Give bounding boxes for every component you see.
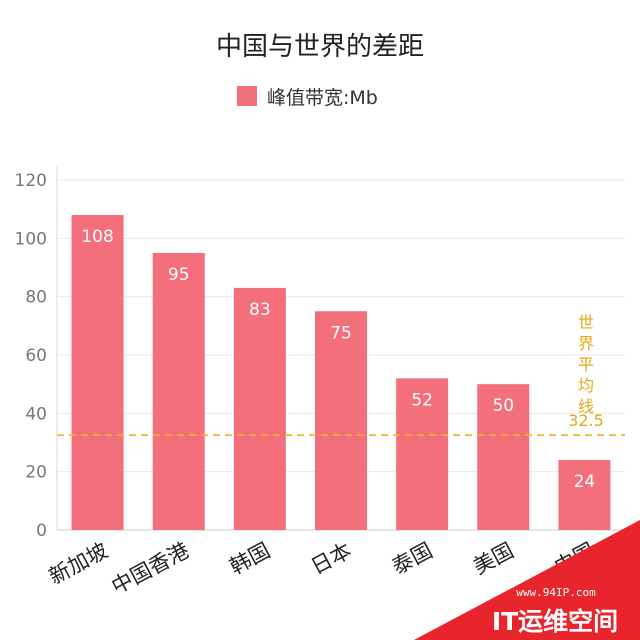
bar-value-label: 83 [249,300,271,320]
bar [315,311,367,530]
bar-value-label: 108 [81,227,113,247]
y-tick-label: 20 [25,463,47,483]
watermark-name: IT运维空间 [492,607,618,636]
bars: 108 95 83 75 52 50 24 [71,215,611,530]
bar-value-label: 75 [330,323,352,343]
category-label: 美国 [469,538,517,579]
category-label: 新加坡 [45,538,112,589]
bar [152,252,205,530]
category-label: 中国香港 [108,538,193,599]
y-tick-label: 60 [25,346,47,366]
watermark-banner [414,520,640,640]
bar [477,384,530,530]
bar [558,460,611,530]
category-label: 韩国 [226,538,274,579]
bar-value-label: 50 [492,396,514,416]
y-tick-label: 40 [25,404,47,424]
legend-label: 峰值带宽:Mb [267,87,378,109]
world-average-label: 世界平均线 [578,313,594,416]
watermark: www.94IP.com IT运维空间 [414,520,640,640]
category-label: 日本 [307,538,355,579]
bar [396,378,449,530]
y-tick-label: 80 [25,288,47,308]
y-axis-ticks: 0 20 40 60 80 100 120 [15,171,47,541]
world-average-value: 32.5 [568,411,604,430]
y-tick-label: 0 [36,521,47,541]
y-tick-label: 120 [15,171,47,191]
y-tick-label: 100 [15,229,47,249]
reference-line-group: 世界平均线 32.5 [57,313,625,437]
bar [71,215,124,530]
category-label: 泰国 [388,538,436,579]
bar [233,287,286,530]
bar-value-label: 95 [168,265,190,285]
chart-title: 中国与世界的差距 [216,32,424,62]
legend: 峰值带宽:Mb [237,86,378,109]
legend-swatch [237,86,257,106]
bar-value-label: 52 [411,390,433,410]
bar-value-label: 24 [574,472,596,492]
watermark-site: www.94IP.com [516,586,596,599]
